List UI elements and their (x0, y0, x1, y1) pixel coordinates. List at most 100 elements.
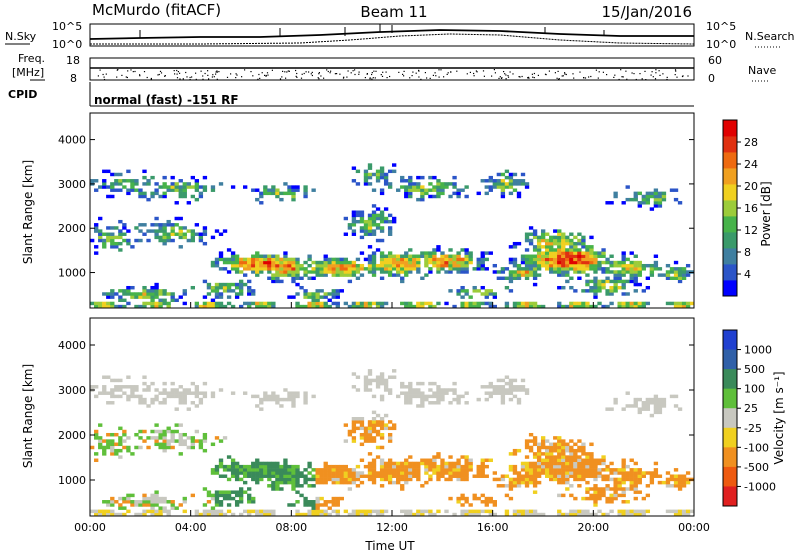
velocity-cell (106, 512, 111, 517)
power-cell (553, 241, 558, 246)
power-cell (323, 263, 328, 268)
power-cell (532, 235, 538, 240)
velocity-cell (263, 471, 268, 475)
power-cell (170, 226, 175, 230)
velocity-cell (331, 480, 336, 485)
power-cell (496, 172, 502, 177)
power-cell (287, 270, 292, 274)
velocity-cell (484, 464, 489, 469)
velocity-cell (561, 493, 566, 498)
power-cell (271, 273, 276, 277)
velocity-cell (524, 388, 530, 392)
power-cell (375, 172, 381, 177)
velocity-cell (408, 455, 413, 459)
power-cell (303, 270, 308, 274)
power-cell (536, 245, 542, 249)
velocity-cell (460, 493, 465, 498)
nave-point (579, 71, 581, 73)
velocity-cell (166, 394, 171, 399)
velocity-cell (532, 468, 538, 472)
velocity-cell (432, 401, 437, 405)
nave-point (339, 73, 341, 75)
power-cell (569, 241, 574, 246)
power-cell (633, 301, 638, 306)
power-cell (480, 285, 485, 290)
velocity-cell (150, 503, 155, 507)
power-cell (524, 182, 530, 186)
velocity-cell (94, 436, 99, 440)
velocity-cell (267, 464, 272, 469)
power-cell (98, 185, 103, 189)
velocity-cell (553, 474, 558, 478)
velocity-cell (275, 394, 280, 399)
power-cell (375, 226, 381, 230)
power-cell (432, 188, 437, 192)
power-cell (484, 191, 489, 196)
velocity-cell (504, 388, 510, 392)
power-cell (275, 273, 280, 277)
velocity-cell (557, 480, 562, 485)
power-cell (484, 251, 489, 255)
power-cell (138, 223, 143, 227)
nave-point (635, 78, 637, 81)
power-cell (532, 248, 538, 252)
power-cell (371, 223, 377, 227)
velocity-cell (416, 464, 421, 469)
velocity-cell (508, 487, 514, 491)
velocity-cell (577, 448, 582, 453)
velocity-cell (387, 480, 393, 485)
velocity-cell (412, 468, 417, 472)
velocity-cell (601, 458, 606, 463)
velocity-cell (271, 468, 276, 472)
power-cell (416, 197, 421, 202)
power-cell (476, 263, 481, 268)
velocity-cell (335, 474, 340, 478)
power-cell (464, 185, 469, 189)
velocity-cell (689, 509, 695, 514)
power-cell (375, 263, 381, 268)
velocity-cell (142, 493, 147, 498)
velocity-cell (396, 394, 401, 399)
power-cell (589, 285, 594, 290)
nsky-tick-top: 10^5 (52, 20, 82, 33)
power-cell (162, 182, 167, 186)
power-cell (653, 191, 659, 196)
velocity-cell (335, 477, 340, 482)
velocity-cell (573, 496, 578, 501)
nave-point (279, 78, 282, 80)
velocity-cell (508, 464, 514, 469)
power-cell (448, 182, 453, 186)
power-cell (295, 263, 300, 268)
power-cell (561, 270, 566, 274)
velocity-cell (230, 496, 236, 501)
power-cell (102, 232, 107, 236)
velocity-cell (154, 500, 159, 504)
velocity-cell (379, 445, 385, 450)
velocity-cell (492, 477, 497, 482)
power-cell (621, 263, 626, 268)
power-cell (138, 191, 143, 196)
power-cell (508, 276, 514, 280)
power-cell (110, 295, 115, 299)
velocity-cell (488, 394, 493, 399)
velocity-cell (126, 445, 131, 450)
power-cell (311, 298, 316, 303)
velocity-cell (681, 509, 687, 514)
power-cell (134, 304, 139, 309)
velocity-cell (609, 407, 614, 411)
power-cell (122, 232, 127, 236)
nave-point (562, 75, 564, 77)
power-cell (170, 298, 175, 303)
velocity-cell (581, 512, 586, 517)
power-cell (480, 292, 485, 296)
power-cell (351, 219, 357, 224)
power-cell (206, 285, 212, 290)
velocity-cell (271, 461, 276, 466)
power-cell (617, 279, 622, 284)
power-cell (404, 301, 409, 306)
velocity-cell (351, 436, 357, 440)
velocity-cell (379, 426, 385, 431)
nave-point (250, 71, 252, 73)
velocity-cell (681, 484, 687, 488)
velocity-cell (557, 445, 562, 450)
